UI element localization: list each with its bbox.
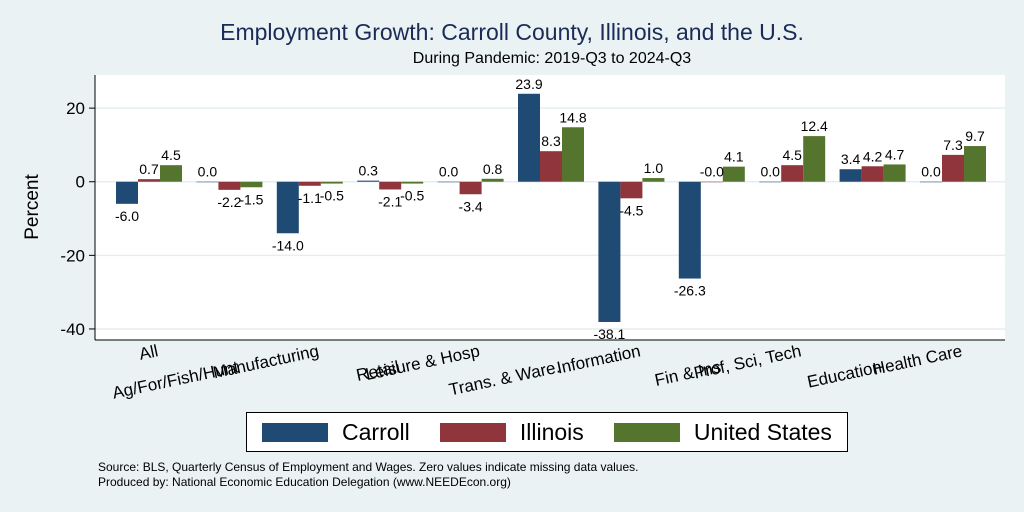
legend-item-united-states: United States	[613, 418, 832, 446]
data-label: -0.5	[320, 188, 344, 204]
data-label: -6.0	[115, 208, 139, 224]
produced-by-note: Produced by: National Economic Education…	[98, 475, 511, 489]
data-label: 14.8	[559, 109, 586, 125]
data-label: 4.5	[782, 147, 802, 163]
y-axis-label: Percent	[22, 174, 43, 240]
x-tick-label: All	[137, 341, 159, 364]
chart-area: -6.0 0.0 -14.0 0.3 0.0 23.9 -38.1 -26.3 0.0 3.4 0.…	[22, 75, 1005, 403]
data-label: -1.5	[239, 191, 263, 207]
data-label: 8.3	[541, 133, 561, 149]
bar-carroll	[920, 181, 942, 183]
bar-illinois	[298, 181, 321, 186]
bar-united-states	[562, 127, 584, 182]
x-tick-label: Health Care	[871, 341, 964, 378]
bar-carroll	[759, 181, 782, 183]
bar-carroll	[518, 93, 540, 182]
x-tick-label: Trans. & Ware.	[447, 357, 562, 399]
bar-carroll	[598, 181, 621, 322]
data-label: -2.2	[217, 194, 241, 210]
y-tick-label: 0	[76, 173, 85, 192]
source-note: Source: BLS, Quarterly Census of Employm…	[98, 460, 639, 474]
chart-title: Employment Growth: Carroll County, Illin…	[220, 19, 804, 45]
data-label: -0.5	[400, 188, 424, 204]
data-label: -38.1	[593, 326, 625, 342]
legend: Carroll Illinois United States	[246, 412, 848, 452]
data-label: 0.8	[483, 161, 503, 177]
data-label: 9.7	[965, 128, 985, 144]
x-tick-label: Information	[555, 341, 642, 377]
bar-united-states	[320, 181, 343, 184]
data-label: 0.0	[921, 164, 941, 180]
bar-carroll	[276, 181, 299, 234]
data-label: 4.2	[863, 148, 883, 164]
bar-united-states	[401, 181, 424, 184]
bar-illinois	[540, 151, 562, 182]
data-label: -26.3	[674, 283, 706, 299]
data-label: 0.3	[358, 163, 378, 179]
data-label: 4.7	[885, 146, 905, 162]
legend-item-carroll: Carroll	[262, 419, 410, 446]
y-tick-label: -20	[60, 246, 85, 265]
bar-carroll	[678, 181, 701, 279]
data-label: -1.1	[298, 190, 322, 206]
chart-subtitle: During Pandemic: 2019-Q3 to 2024-Q3	[412, 50, 692, 67]
data-label: -14.0	[272, 237, 304, 253]
bar-united-states	[481, 178, 504, 182]
legend-swatch-united-states	[613, 422, 680, 442]
data-label: 23.9	[515, 76, 542, 92]
bar-united-states	[883, 164, 906, 182]
data-label: 4.1	[724, 149, 744, 165]
bar-united-states	[964, 146, 986, 182]
plot-background	[95, 75, 1005, 340]
bar-united-states	[160, 165, 182, 182]
data-label: 0.0	[198, 164, 218, 180]
legend-label: Illinois	[519, 418, 584, 445]
legend-label: Carroll	[342, 418, 410, 445]
bar-carroll	[437, 181, 460, 183]
data-label: -2.1	[378, 193, 402, 209]
bar-carroll	[116, 181, 138, 204]
y-tick-label: 20	[66, 99, 85, 118]
data-label: 0.0	[439, 164, 459, 180]
bar-illinois	[861, 166, 884, 182]
legend-swatch-illinois	[439, 422, 506, 442]
bar-illinois	[700, 181, 723, 183]
x-tick-label: Manufacturing	[211, 341, 320, 382]
data-label: 12.4	[801, 118, 828, 134]
bar-illinois	[138, 179, 160, 182]
bar-carroll	[357, 180, 380, 182]
bar-illinois	[781, 165, 804, 182]
data-label: 1.0	[644, 160, 664, 176]
data-label: 4.5	[161, 147, 181, 163]
bar-illinois	[459, 181, 482, 195]
bar-united-states	[240, 181, 263, 188]
data-label: 0.7	[139, 161, 159, 177]
data-label: -4.5	[619, 202, 643, 218]
legend-label: United States	[693, 418, 832, 445]
legend-swatch-carroll	[262, 422, 329, 442]
bar-illinois	[942, 154, 964, 182]
data-label: -3.4	[459, 198, 483, 214]
bar-united-states	[803, 136, 826, 182]
legend-item-illinois: Illinois	[439, 418, 584, 446]
bar-illinois	[620, 181, 643, 199]
bar-carroll	[839, 169, 862, 182]
x-tick-label: Prof, Sci, Tech	[692, 341, 803, 382]
data-label: -0.0	[700, 164, 724, 180]
data-label: 3.4	[841, 151, 861, 167]
bar-united-states	[642, 178, 665, 182]
bar-united-states	[722, 166, 745, 182]
bar-carroll	[196, 181, 219, 183]
y-tick-label: -40	[60, 320, 85, 339]
data-label: 7.3	[943, 137, 963, 153]
bar-illinois	[218, 181, 241, 190]
bar-illinois	[379, 181, 402, 190]
data-label: 0.0	[760, 164, 780, 180]
